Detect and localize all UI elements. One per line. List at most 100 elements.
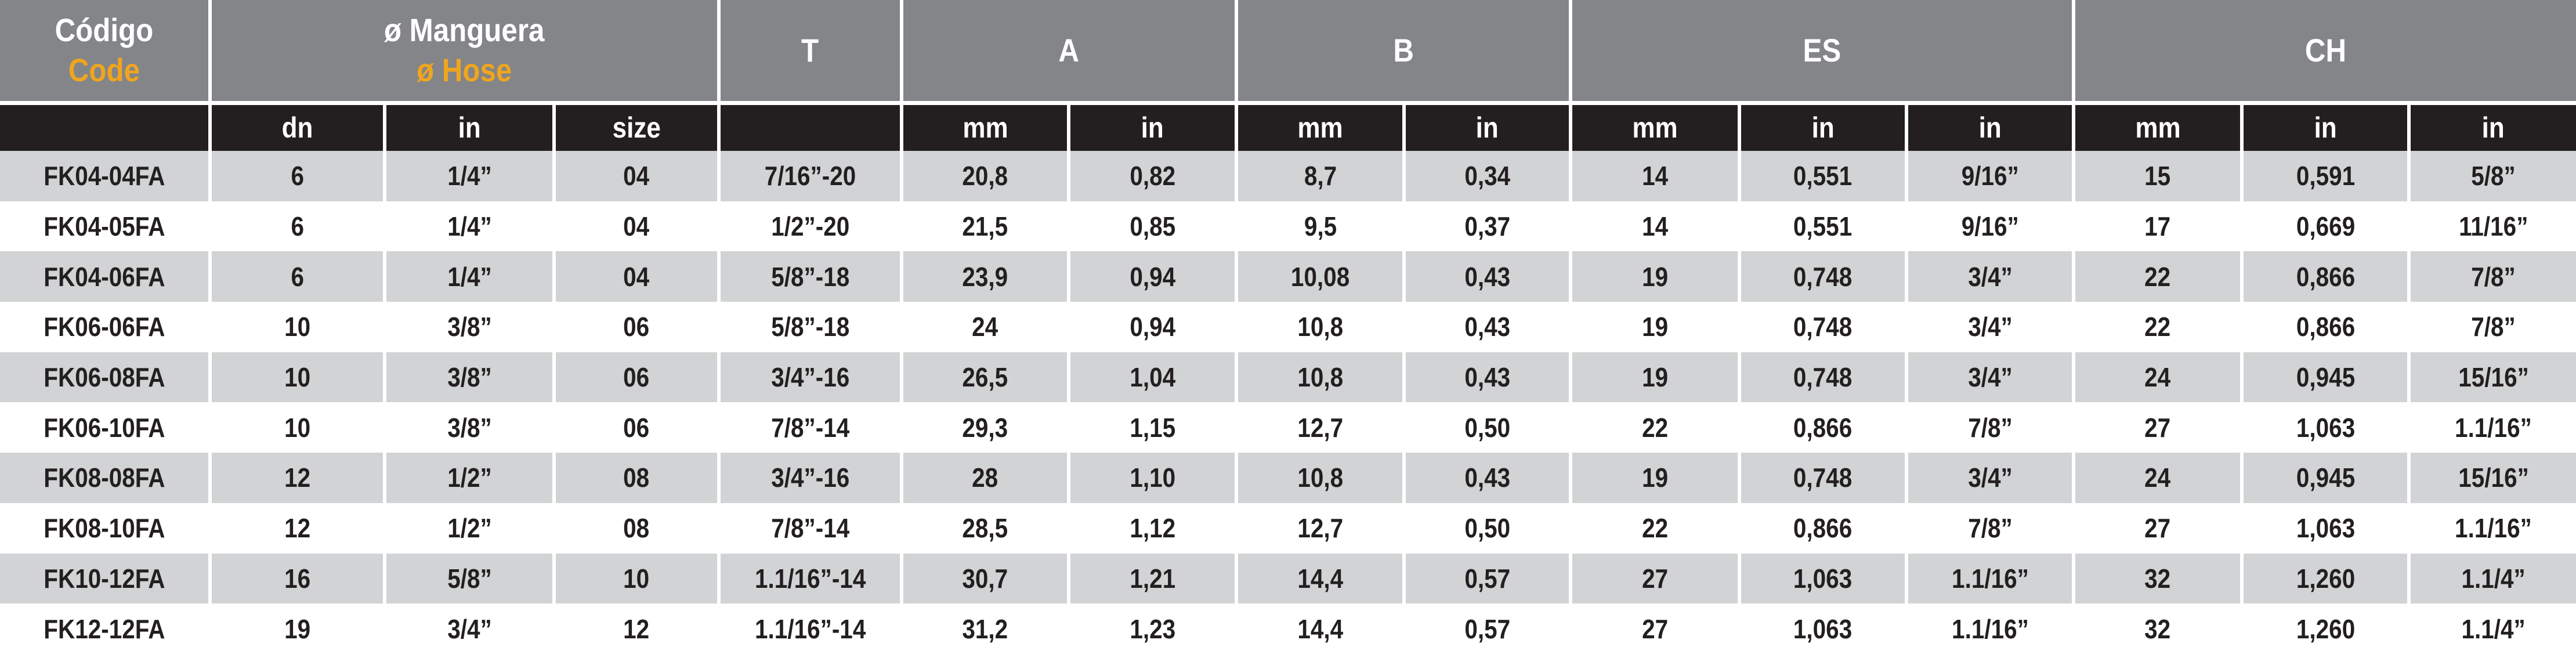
value-cell: 04: [554, 151, 721, 201]
value-cell: 0,43: [1404, 302, 1573, 352]
value-cell: 12: [554, 604, 721, 654]
value-cell: 1,04: [1069, 352, 1239, 403]
table-row: FK10-12FA 16 5/8” 10 1.1/16”-14 30,7 1,21 14,4 0…: [0, 553, 2576, 604]
unit-cell-6: in: [1069, 103, 1239, 151]
value-cell: 14,4: [1236, 553, 1406, 604]
value-cell: 14: [1571, 201, 1742, 252]
value-cell: 7/8”: [1906, 503, 2076, 554]
value-cell: 5/8”-18: [719, 302, 904, 352]
value-cell: 0,94: [1069, 302, 1239, 352]
header-dim-b: B: [1236, 0, 1573, 105]
header-hose-en: ø Hose: [417, 51, 512, 88]
value-cell: 1,260: [2242, 553, 2411, 604]
value-cell: 08: [554, 453, 721, 503]
value-cell: 27: [2074, 503, 2244, 554]
value-cell: 1,063: [2242, 402, 2411, 453]
unit-cell-12: mm: [2074, 103, 2244, 151]
header-group-row: Código Code ø Manguera ø Hose T A B ES: [0, 0, 2576, 105]
value-cell: 7/8”: [2409, 251, 2576, 302]
value-cell: 23,9: [902, 251, 1071, 302]
value-cell: 22: [2074, 302, 2244, 352]
value-cell: 7/16”-20: [719, 151, 904, 201]
value-cell: 6: [210, 201, 386, 252]
value-cell: 06: [554, 402, 721, 453]
value-cell: 28,5: [902, 503, 1071, 554]
header-codigo-en: Code: [68, 51, 140, 88]
value-cell: 29,3: [902, 402, 1071, 453]
value-cell: 1,063: [1739, 553, 1909, 604]
value-cell: 3/4”: [385, 604, 556, 654]
value-cell: 10: [554, 553, 721, 604]
value-cell: 3/4”: [1906, 302, 2076, 352]
value-cell: 0,551: [1739, 151, 1909, 201]
value-cell: 10: [210, 402, 386, 453]
code-cell: FK08-10FA: [0, 503, 212, 554]
value-cell: 0,50: [1404, 402, 1573, 453]
value-cell: 26,5: [902, 352, 1071, 403]
header-hose-diameter: ø Manguera ø Hose: [210, 0, 721, 105]
table-row: FK04-04FA 6 1/4” 04 7/16”-20 20,8 0,82 8,7 0,34 1…: [0, 151, 2576, 201]
value-cell: 0,551: [1739, 201, 1909, 252]
value-cell: 1,12: [1069, 503, 1239, 554]
value-cell: 24: [2074, 352, 2244, 403]
value-cell: 20,8: [902, 151, 1071, 201]
code-cell: FK06-10FA: [0, 402, 212, 453]
unit-cell-1: dn: [210, 103, 386, 151]
table-row: FK06-08FA 10 3/8” 06 3/4”-16 26,5 1,04 10,8 0,43…: [0, 352, 2576, 403]
table-row: FK04-06FA 6 1/4” 04 5/8”-18 23,9 0,94 10,08 0,43…: [0, 251, 2576, 302]
table-row: FK06-06FA 10 3/8” 06 5/8”-18 24 0,94 10,8 0,43 19…: [0, 302, 2576, 352]
value-cell: 30,7: [902, 553, 1071, 604]
value-cell: 5/8”-18: [719, 251, 904, 302]
unit-cell-5: mm: [902, 103, 1071, 151]
value-cell: 3/4”: [1906, 453, 2076, 503]
unit-cell-13: in: [2242, 103, 2411, 151]
value-cell: 1,10: [1069, 453, 1239, 503]
value-cell: 06: [554, 302, 721, 352]
value-cell: 12,7: [1236, 503, 1406, 554]
value-cell: 0,669: [2242, 201, 2411, 252]
value-cell: 1,063: [1739, 604, 1909, 654]
code-cell: FK06-06FA: [0, 302, 212, 352]
value-cell: 0,43: [1404, 251, 1573, 302]
value-cell: 32: [2074, 553, 2244, 604]
value-cell: 3/8”: [385, 402, 556, 453]
value-cell: 19: [1571, 352, 1742, 403]
value-cell: 3/4”-16: [719, 352, 904, 403]
value-cell: 04: [554, 201, 721, 252]
value-cell: 19: [1571, 453, 1742, 503]
unit-cell-2: in: [385, 103, 556, 151]
value-cell: 0,82: [1069, 151, 1239, 201]
value-cell: 1/2”: [385, 503, 556, 554]
value-cell: 0,945: [2242, 352, 2411, 403]
code-cell: FK08-08FA: [0, 453, 212, 503]
value-cell: 10,8: [1236, 453, 1406, 503]
header-dim-a: A: [902, 0, 1239, 105]
value-cell: 7/8”-14: [719, 402, 904, 453]
value-cell: 1/4”: [385, 151, 556, 201]
unit-cell-14: in: [2409, 103, 2576, 151]
value-cell: 22: [1571, 503, 1742, 554]
value-cell: 1.1/16”-14: [719, 604, 904, 654]
value-cell: 19: [210, 604, 386, 654]
header-thread-t: T: [719, 0, 904, 105]
unit-cell-9: mm: [1571, 103, 1742, 151]
value-cell: 22: [1571, 402, 1742, 453]
value-cell: 3/8”: [385, 352, 556, 403]
value-cell: 0,57: [1404, 604, 1573, 654]
value-cell: 3/4”: [1906, 352, 2076, 403]
value-cell: 08: [554, 503, 721, 554]
value-cell: 0,57: [1404, 553, 1573, 604]
value-cell: 22: [2074, 251, 2244, 302]
code-cell: FK06-08FA: [0, 352, 212, 403]
unit-cell-0: [0, 103, 212, 151]
value-cell: 10,8: [1236, 302, 1406, 352]
value-cell: 7/8”: [1906, 402, 2076, 453]
value-cell: 1,21: [1069, 553, 1239, 604]
header-dim-es: ES: [1571, 0, 2076, 105]
value-cell: 12: [210, 453, 386, 503]
value-cell: 10: [210, 352, 386, 403]
value-cell: 12: [210, 503, 386, 554]
unit-row: dn in size mm in mm in mm in in mm in in: [0, 103, 2576, 151]
unit-cell-3: size: [554, 103, 721, 151]
value-cell: 1.1/16”-14: [719, 553, 904, 604]
